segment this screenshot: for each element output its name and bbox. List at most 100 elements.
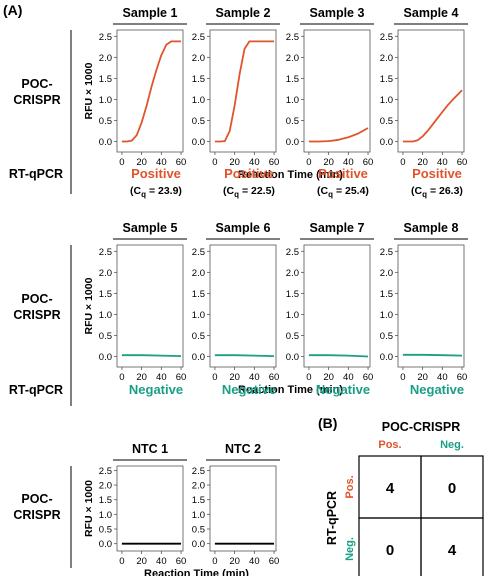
y-tick-label: 0.5 <box>192 525 205 536</box>
x-tick-label: 60 <box>176 157 187 168</box>
y-tick-label: 0.0 <box>192 539 205 550</box>
chart-panel-5: Sample 5 0.0 0.5 1.0 1.5 2.0 2.5 0 20 40 60 <box>99 221 187 383</box>
rtqpcr-cq-value: (Cq = 22.5) <box>223 185 275 199</box>
cq-subscript: q <box>141 190 146 199</box>
row-label-poc: CRISPR <box>13 93 60 107</box>
plot-frame <box>116 244 184 368</box>
y-tick-label: 1.0 <box>286 95 299 106</box>
y-tick-label: 0.0 <box>99 352 112 363</box>
row-label-rtqpcr: RT-qPCR <box>9 383 63 397</box>
y-tick-label: 1.0 <box>380 310 393 321</box>
plot-frame <box>303 29 371 153</box>
rtqpcr-result-positive: Positive <box>318 166 368 181</box>
chart-title: Sample 6 <box>216 221 271 235</box>
y-tick-label: 2.5 <box>99 247 112 258</box>
x-tick-label: 40 <box>437 157 448 168</box>
rtqpcr-result-negative: Negative <box>410 382 464 397</box>
chart-panel-7: Sample 7 0.0 0.5 1.0 1.5 2.0 2.5 0 20 40 60 <box>286 221 374 383</box>
y-tick-label: 0.5 <box>192 116 205 127</box>
chart-title: Sample 4 <box>404 6 459 20</box>
x-tick-label: 0 <box>306 157 311 168</box>
y-tick-label: 1.5 <box>192 289 205 300</box>
x-tick-label: 40 <box>249 556 260 567</box>
rtqpcr-result-positive: Positive <box>412 166 462 181</box>
x-tick-label: 0 <box>400 157 405 168</box>
y-tick-label: 2.0 <box>99 268 112 279</box>
series-line <box>308 354 369 358</box>
rtqpcr-result-positive: Positive <box>224 166 274 181</box>
matrix-cell-value: 4 <box>386 480 395 497</box>
plot-frame <box>116 465 184 552</box>
chart-title: Sample 3 <box>310 6 365 20</box>
y-tick-label: 1.5 <box>99 289 112 300</box>
row-label-poc: POC- <box>21 77 52 91</box>
plot-frame <box>209 244 277 368</box>
matrix-col-label: Neg. <box>440 439 464 451</box>
series-line <box>214 354 275 357</box>
rtqpcr-cq-value: (Cq = 25.4) <box>317 185 369 199</box>
y-tick-label: 2.0 <box>192 53 205 64</box>
y-tick-label: 1.0 <box>99 510 112 521</box>
x-tick-label: 60 <box>176 556 187 567</box>
x-tick-label: 20 <box>229 372 240 383</box>
y-tick-label: 2.5 <box>286 32 299 43</box>
y-tick-label: 0.0 <box>286 352 299 363</box>
matrix-row-title: RT-qPCR <box>325 491 339 545</box>
chart-title: Sample 7 <box>310 221 365 235</box>
x-tick-label: 40 <box>249 157 260 168</box>
y-tick-label: 1.0 <box>99 310 112 321</box>
y-tick-label: 1.5 <box>286 289 299 300</box>
y-tick-label: 1.5 <box>192 74 205 85</box>
y-tick-label: 1.5 <box>286 74 299 85</box>
matrix-cell <box>420 517 484 576</box>
chart-title: Sample 2 <box>216 6 271 20</box>
matrix-row-label: Pos. <box>344 475 356 498</box>
x-tick-label: 20 <box>417 372 428 383</box>
cq-prefix: (C <box>317 185 328 197</box>
x-tick-label: 20 <box>136 372 147 383</box>
rtqpcr-result-negative: Negative <box>129 382 183 397</box>
y-axis-label: RFU × 1000 <box>83 62 95 119</box>
y-tick-label: 1.0 <box>380 95 393 106</box>
x-tick-label: 0 <box>212 157 217 168</box>
x-axis-label: Reaction Time (min) <box>238 169 343 181</box>
chart-panels: Sample 10.00.51.01.52.02.50 20 40 60Sample … <box>99 6 468 567</box>
x-tick-label: 0 <box>119 372 124 383</box>
x-tick-label: 0 <box>212 372 217 383</box>
x-tick-label: 0 <box>306 372 311 383</box>
y-tick-label: 0.0 <box>192 137 205 148</box>
y-tick-label: 2.5 <box>286 247 299 258</box>
chart-panel-4: Sample 4 0.0 0.5 1.0 1.5 2.0 2.5 0 20 40 60 <box>380 6 468 168</box>
matrix-title: POC-CRISPR <box>382 420 460 434</box>
cq-prefix: (C <box>223 185 234 197</box>
y-tick-label: 2.5 <box>192 247 205 258</box>
series-line <box>214 40 274 143</box>
x-tick-label: 40 <box>156 157 167 168</box>
chart-panel-2: Sample 2 0.0 0.5 1.0 1.5 2.0 2.5 0 20 40 60 <box>192 6 280 168</box>
chart-panel-6: Sample 6 0.0 0.5 1.0 1.5 2.0 2.5 0 20 40 60 <box>192 221 280 383</box>
series-line <box>121 40 181 143</box>
x-tick-label: 40 <box>343 372 354 383</box>
y-tick-label: 1.0 <box>99 95 112 106</box>
cq-prefix: (C <box>130 185 141 197</box>
y-tick-label: 0.0 <box>286 137 299 148</box>
cq-number: = 22.5) <box>239 185 275 197</box>
y-axis-label: RFU × 1000 <box>83 277 95 334</box>
y-tick-label: 0.5 <box>286 116 299 127</box>
x-tick-label: 40 <box>249 372 260 383</box>
rtqpcr-result-negative: Negative <box>316 382 370 397</box>
plot-frame <box>397 244 465 368</box>
confusion-matrix: POC-CRISPR Pos. Neg. RT-qPCR Pos. Neg. 4 0 0 4 <box>325 420 484 576</box>
plot-frame <box>209 29 277 153</box>
chart-panel-8: Sample 8 0.0 0.5 1.0 1.5 2.0 2.5 0 20 40 60 <box>380 221 468 383</box>
y-tick-label: 1.5 <box>99 495 112 506</box>
y-tick-label: 2.0 <box>286 268 299 279</box>
cq-subscript: q <box>328 190 333 199</box>
y-tick-label: 2.5 <box>380 32 393 43</box>
x-tick-label: 60 <box>457 372 468 383</box>
chart-title: Sample 5 <box>123 221 178 235</box>
x-tick-label: 60 <box>269 372 280 383</box>
y-tick-label: 2.0 <box>380 268 393 279</box>
y-tick-label: 0.0 <box>380 352 393 363</box>
